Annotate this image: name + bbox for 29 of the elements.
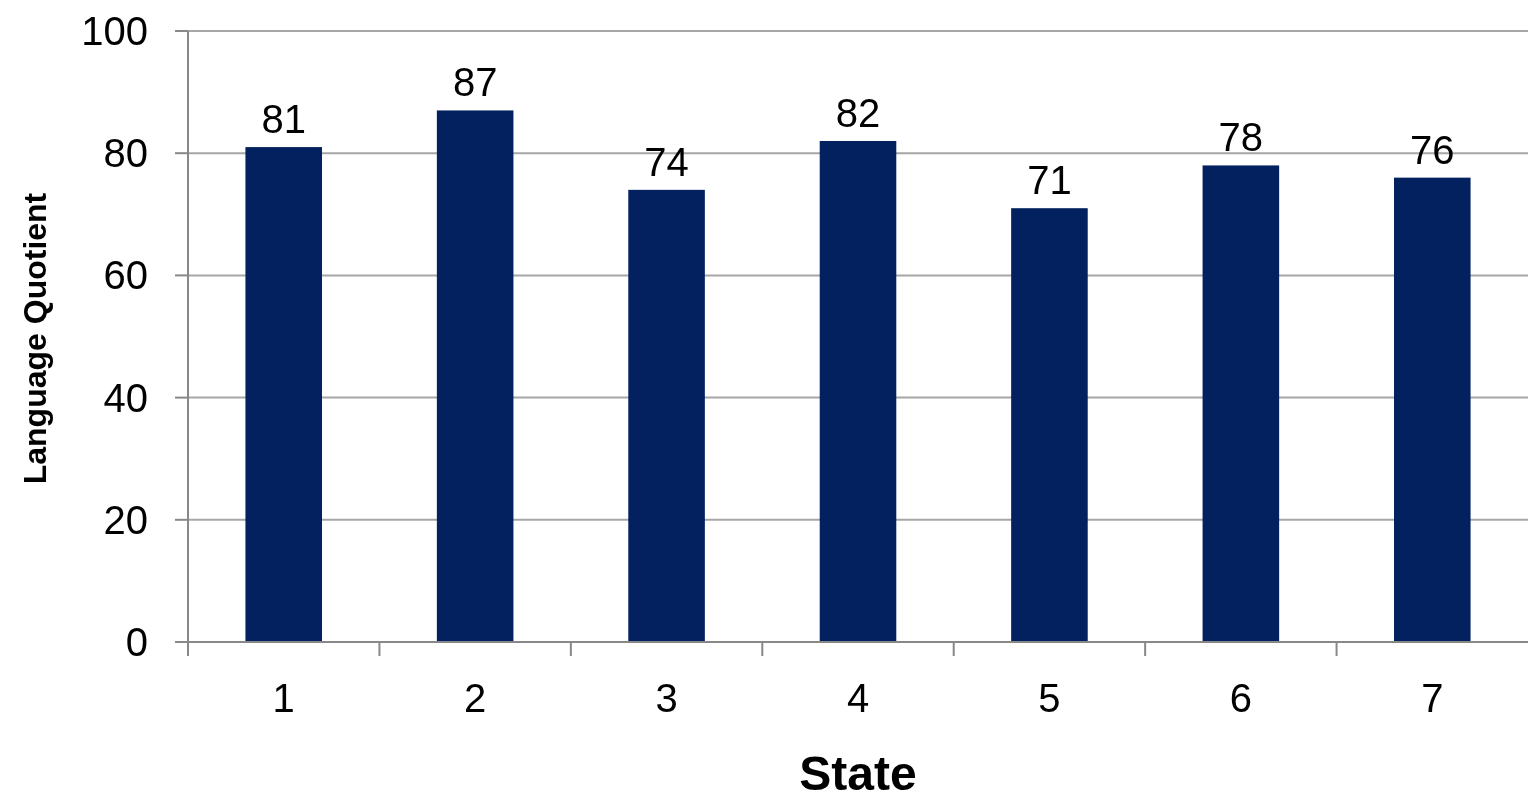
bar <box>245 147 322 642</box>
x-tick-label: 7 <box>1421 676 1444 720</box>
data-label: 78 <box>1218 115 1264 160</box>
y-tick-label: 20 <box>103 497 148 542</box>
x-tick-label: 1 <box>272 676 295 720</box>
x-tick-label: 3 <box>655 676 678 720</box>
bar <box>1394 177 1471 642</box>
bar <box>1011 208 1088 642</box>
data-label: 74 <box>644 139 689 184</box>
bar <box>628 189 705 642</box>
y-axis-title: Language Quotient <box>17 192 53 485</box>
y-tick-label: 0 <box>125 620 148 664</box>
x-tick-label: 5 <box>1038 676 1061 720</box>
y-tick-label: 80 <box>103 131 148 176</box>
data-label: 71 <box>1027 158 1072 203</box>
y-tick-label: 60 <box>103 253 148 298</box>
y-tick-label: 40 <box>103 375 148 420</box>
data-label: 81 <box>261 97 306 142</box>
y-tick-label: 100 <box>81 9 148 53</box>
bar <box>819 140 897 642</box>
x-axis-title: State <box>799 747 917 798</box>
data-label: 82 <box>835 90 881 135</box>
bar <box>436 110 514 642</box>
x-tick-label: 2 <box>464 676 487 720</box>
x-tick-label: 4 <box>846 676 870 720</box>
data-label: 87 <box>452 60 498 105</box>
x-tick-label: 6 <box>1229 676 1252 720</box>
data-label: 76 <box>1410 127 1455 172</box>
bar <box>1202 165 1280 642</box>
